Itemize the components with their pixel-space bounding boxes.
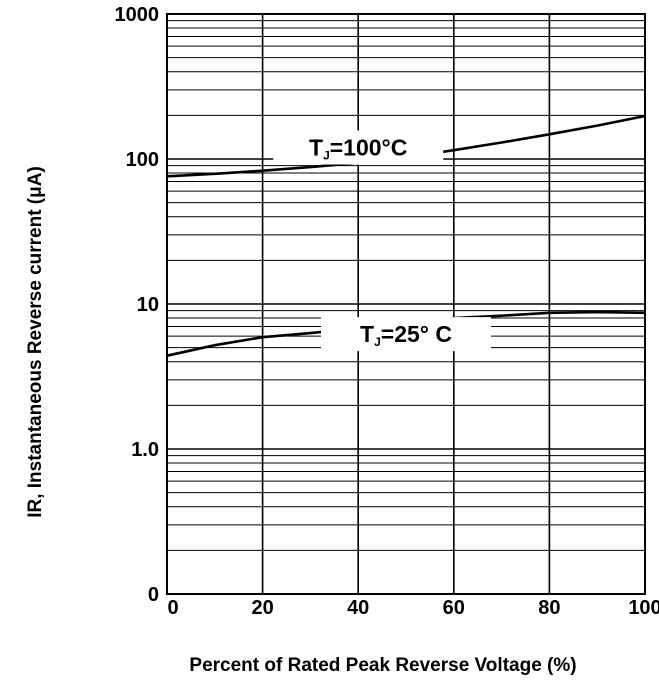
x-tick-label: 40	[347, 597, 369, 619]
series-labels: TJ=100°C TJ=25° C	[273, 130, 491, 352]
series-label-box	[273, 130, 444, 165]
x-tick-label: 20	[251, 597, 273, 619]
x-tick-label: 60	[443, 597, 465, 619]
series-label: TJ=100°C	[309, 135, 407, 163]
y-tick-label: 100	[126, 149, 159, 171]
y-tick-label: 10	[137, 294, 159, 316]
x-tick-label: 100	[628, 597, 659, 619]
x-axis-title: Percent of Rated Peak Reverse Voltage (%…	[189, 655, 576, 676]
x-tick-label: 0	[167, 597, 178, 619]
series-label-box	[321, 317, 491, 352]
x-tick-label: 80	[538, 597, 560, 619]
y-tick-label: 0	[148, 584, 159, 606]
y-tick-label: 1000	[115, 4, 160, 26]
y-tick-label: 1.0	[131, 439, 159, 461]
series-label: TJ=25° C	[360, 321, 452, 349]
y-axis-title: IR, Instantaneous Reverse current (μA)	[25, 166, 46, 518]
grid-lines	[167, 14, 645, 594]
plot-frame	[166, 13, 646, 595]
